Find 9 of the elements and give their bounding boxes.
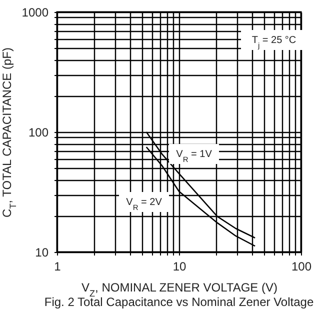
x-tick-label: 100 (291, 260, 312, 274)
x-tick-label: 10 (172, 260, 186, 274)
x-tick-label: 1 (54, 260, 62, 274)
y-tick-label: 100 (28, 126, 49, 140)
y-tick-label: 1000 (22, 6, 49, 20)
annotation: V$_{R}$ = 2V (126, 197, 162, 212)
y-tick-label: 10 (35, 246, 49, 260)
annotation: T$_{j}$ = 25 °C (252, 35, 296, 50)
annotation: V$_{R}$ = 1V (176, 149, 212, 164)
